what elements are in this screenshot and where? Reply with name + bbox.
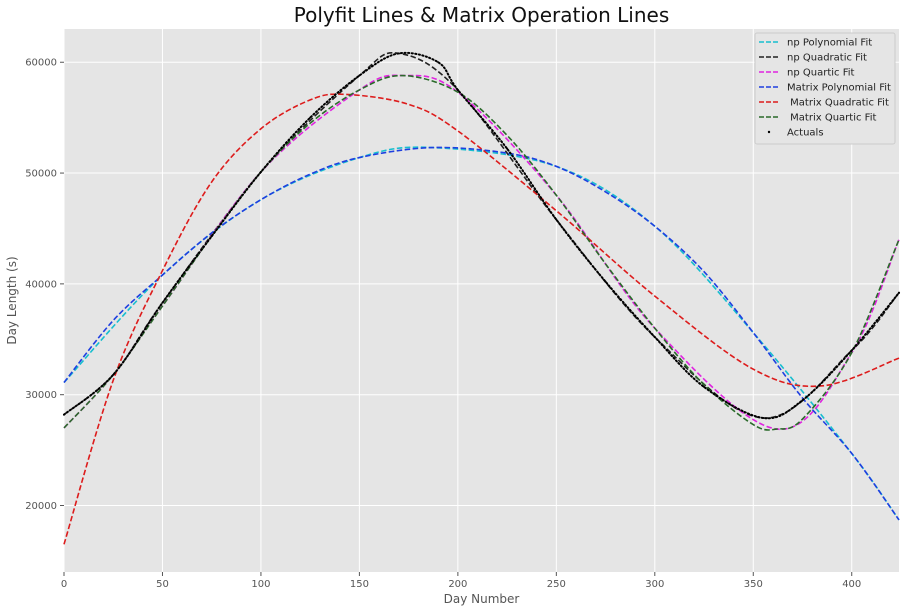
y-tick-label: 40000 [25,279,57,290]
x-tick-label: 150 [350,579,369,590]
series-actuals-point [653,336,656,339]
series-actuals-point [850,349,853,352]
legend-label-matrix-polynomial-fit: Matrix Polynomial Fit [787,83,891,94]
legend-marker-actuals [767,130,771,134]
series-actuals-point [703,385,706,388]
legend-label-np-polynomial-fit: np Polynomial Fit [787,38,872,49]
series-matrix-polynomial-fit-line [63,146,900,521]
legend-box [754,32,896,145]
series-layer [63,51,900,545]
series-actuals-point [456,88,459,91]
series-matrix-quadratic-fit-line [63,93,900,545]
series-actuals-point [437,61,440,64]
series-actuals-point [259,170,262,173]
x-tick-label: 0 [61,579,67,590]
legend-label-np-quadratic-fit: np Quadratic Fit [787,53,867,64]
series-actuals-point [506,147,509,150]
series-actuals-point [309,116,312,119]
legend-label-matrix-quadratic-fit: Matrix Quadratic Fit [787,98,889,109]
y-tick-label: 50000 [25,169,57,180]
ticks: 0 50 100 150 200 250 300 350 400 20000 30000 40000 5… [25,58,861,590]
x-tick-label: 400 [842,579,861,590]
series-actuals-point [898,291,900,294]
y-axis-label: Day Length (s) [5,256,19,344]
series-actuals-point [112,373,115,376]
x-tick-label: 200 [448,579,467,590]
legend-label-matrix-quartic-fit: Matrix Quartic Fit [787,113,876,124]
x-tick-label: 350 [744,579,763,590]
chart-title: Polyfit Lines & Matrix Operation Lines [294,3,670,27]
legend-label-actuals: Actuals [787,128,824,139]
series-actuals-point [555,218,558,221]
series-actuals-point [604,280,607,283]
series-actuals-point [63,413,65,416]
legend-label-np-quartic-fit: np Quartic Fit [787,68,854,79]
legend: np Polynomial Fit np Quadratic Fit np Quar… [754,32,896,145]
series-actuals-point [762,416,765,419]
x-tick-label: 50 [156,579,169,590]
x-axis-label: Day Number [444,592,520,606]
series-actuals-point [801,399,804,402]
y-tick-label: 60000 [25,58,57,69]
y-tick-label: 30000 [25,390,57,401]
series-actuals-point [397,52,400,55]
series-actuals-point [210,235,213,238]
x-tick-label: 250 [547,579,566,590]
x-tick-label: 300 [645,579,664,590]
x-tick-label: 100 [251,579,270,590]
y-tick-label: 20000 [25,501,57,512]
series-actuals-point [161,301,164,304]
series-actuals-point [358,74,361,77]
